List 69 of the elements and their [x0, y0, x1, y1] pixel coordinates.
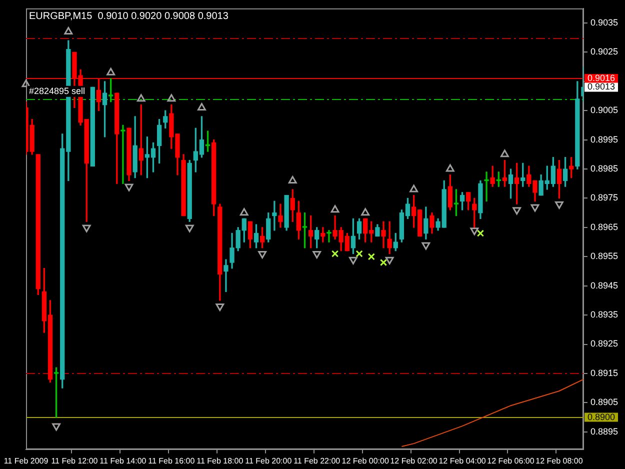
y-tick-label: 0.9005 [590, 105, 618, 116]
point [476, 230, 484, 237]
y-tick-label: 0.8895 [590, 426, 618, 436]
candlestick [326, 230, 332, 242]
point [198, 102, 206, 110]
y-tick-label: 0.8905 [590, 397, 618, 408]
x-tick-label: 11 Feb 22:00 [294, 456, 341, 466]
point [124, 184, 134, 192]
point [216, 304, 224, 312]
point [258, 250, 267, 258]
x-tick-label: 11 Feb 2009 [4, 456, 49, 466]
point [312, 250, 322, 258]
point [64, 27, 73, 35]
point [288, 176, 297, 184]
y-tick-label: 0.8915 [590, 368, 618, 378]
y-tick-label: 0.8985 [590, 164, 618, 174]
y-tick-label: 0.8975 [590, 192, 618, 203]
x-tick-label: 12 Feb 08:00 [536, 456, 584, 466]
point [82, 224, 91, 232]
candlestick [484, 172, 489, 202]
point [368, 253, 375, 260]
point [385, 256, 394, 264]
point [185, 224, 194, 232]
point [330, 205, 340, 213]
x-tick-label: 12 Feb 06:00 [487, 456, 535, 466]
x-tick-label: 11 Feb 14:00 [100, 456, 147, 466]
x-tick-label: 11 Feb 18:00 [196, 456, 244, 466]
x-tick-label: 12 Feb 00:00 [342, 456, 390, 466]
x-tick-label: 11 Feb 12:00 [51, 456, 98, 466]
y-tick-label: 0.8935 [590, 310, 618, 320]
y-tick-label: 0.9025 [590, 46, 618, 57]
point [106, 68, 116, 76]
candlestick [278, 204, 283, 228]
chart-title: EURGBP,M15 0.9010 0.9020 0.9008 0.9013 [29, 11, 229, 22]
point [380, 258, 388, 266]
ref-line-label: 0.8900 [587, 412, 616, 422]
ref-line-label: 0.9016 [587, 72, 616, 83]
point [331, 250, 339, 258]
point [446, 164, 454, 172]
point [530, 204, 540, 212]
ref-line-label: #2824895 sell [29, 86, 86, 96]
point [240, 208, 248, 216]
y-tick-label: 0.8945 [590, 280, 618, 290]
y-tick-label: 0.8995 [590, 134, 618, 144]
point [500, 150, 509, 158]
point [52, 423, 61, 431]
point [422, 242, 430, 250]
x-tick-label: 11 Feb 20:00 [245, 456, 292, 466]
y-tick-label: 0.8965 [590, 222, 618, 232]
point [361, 208, 370, 216]
x-tick-label: 12 Feb 04:00 [438, 456, 486, 466]
text: 0.9013 [587, 82, 616, 92]
point [349, 256, 358, 264]
x-tick-label: 11 Feb 16:00 [148, 456, 196, 466]
y-tick-label: 0.8925 [590, 338, 618, 349]
point [470, 228, 479, 236]
candlestick [272, 200, 277, 231]
x-tick-label: 12 Feb 02:00 [390, 456, 438, 466]
candlestick [120, 124, 126, 184]
y-tick-label: 0.9035 [590, 17, 618, 28]
point [167, 94, 176, 102]
point [410, 184, 418, 192]
point [22, 80, 30, 88]
y-tick-label: 0.8955 [590, 251, 618, 262]
candlestick [224, 259, 228, 292]
point [555, 201, 564, 209]
point [356, 250, 363, 258]
point [136, 94, 146, 102]
point [512, 207, 522, 215]
